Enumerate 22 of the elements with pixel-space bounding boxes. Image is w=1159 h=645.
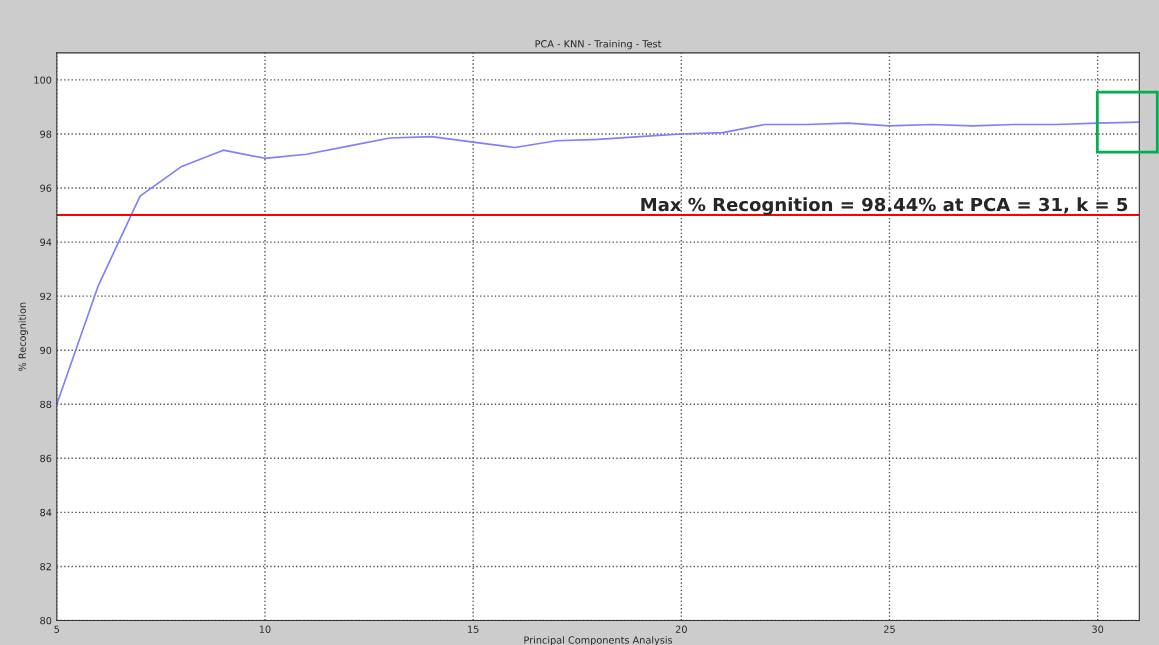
y-tick-label: 96 (40, 184, 52, 192)
y-tick-label: 80 (40, 616, 52, 625)
annotation: Max % Recognition = 98.44% at PCA = 31, k = 5 (641, 197, 1128, 215)
x-tick-label: 20 (675, 625, 687, 633)
y-tick-label: 88 (40, 400, 52, 409)
y-tick-label: 90 (40, 346, 52, 355)
x-tick-label: 15 (468, 625, 479, 633)
x-tick-label: 30 (1092, 625, 1104, 633)
y-axis-title: % Recognition (18, 302, 28, 371)
y-tick-label: 82 (40, 562, 51, 571)
x-tick-label: 5 (54, 625, 60, 633)
y-tick-label: 100 (34, 76, 52, 84)
y-tick-label: 98 (40, 130, 52, 138)
x-tick-label: 10 (259, 625, 271, 633)
y-tick-label: 84 (40, 508, 52, 517)
y-tick-label: 94 (40, 238, 52, 246)
x-axis-title: Principal Components Analysis (524, 636, 673, 645)
line-series (56, 121, 1140, 406)
chart-title: PCA - KNN - Training - Test (535, 39, 662, 50)
x-tick-label: 25 (884, 625, 895, 633)
y-tick-label: 86 (40, 454, 52, 463)
y-tick-label: 92 (40, 292, 51, 300)
